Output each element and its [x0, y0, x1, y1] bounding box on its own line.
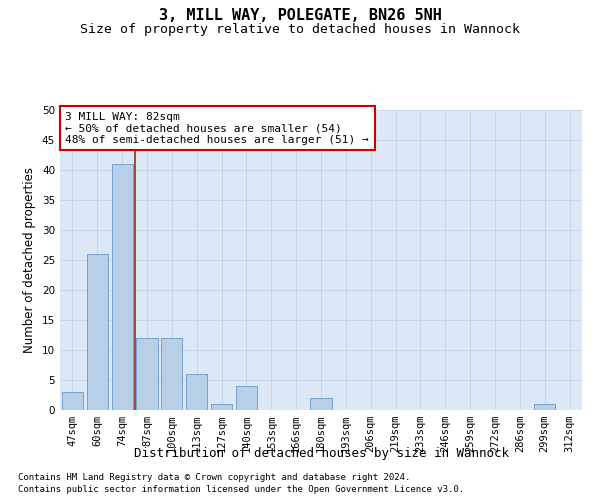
- Bar: [534, 404, 555, 410]
- Bar: [87, 254, 108, 410]
- Bar: [310, 398, 332, 410]
- Text: Contains HM Land Registry data © Crown copyright and database right 2024.: Contains HM Land Registry data © Crown c…: [18, 472, 410, 482]
- Y-axis label: Number of detached properties: Number of detached properties: [23, 167, 37, 353]
- Bar: [211, 404, 232, 410]
- Text: Size of property relative to detached houses in Wannock: Size of property relative to detached ho…: [80, 22, 520, 36]
- Text: Contains public sector information licensed under the Open Government Licence v3: Contains public sector information licen…: [18, 485, 464, 494]
- Bar: [161, 338, 182, 410]
- Bar: [236, 386, 257, 410]
- Text: 3 MILL WAY: 82sqm
← 50% of detached houses are smaller (54)
48% of semi-detached: 3 MILL WAY: 82sqm ← 50% of detached hous…: [65, 112, 369, 144]
- Bar: [112, 164, 133, 410]
- Text: Distribution of detached houses by size in Wannock: Distribution of detached houses by size …: [133, 448, 509, 460]
- Bar: [62, 392, 83, 410]
- Bar: [136, 338, 158, 410]
- Bar: [186, 374, 207, 410]
- Text: 3, MILL WAY, POLEGATE, BN26 5NH: 3, MILL WAY, POLEGATE, BN26 5NH: [158, 8, 442, 22]
